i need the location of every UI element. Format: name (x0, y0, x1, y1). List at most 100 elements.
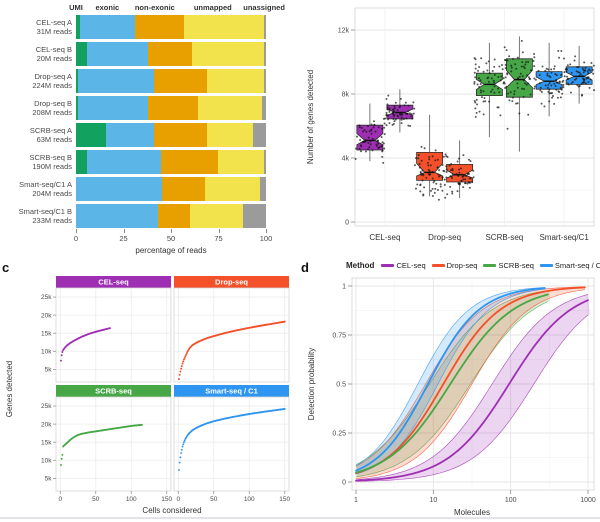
bar-segment-non_exonic (161, 150, 219, 174)
jitter-point (538, 82, 541, 85)
jitter-point (474, 115, 477, 118)
jitter-point (363, 128, 366, 131)
jitter-point (553, 82, 556, 85)
facet-strip (174, 385, 289, 397)
jitter-point (393, 107, 396, 110)
jitter-point (465, 175, 468, 178)
bar-segment-non_exonic (153, 69, 208, 93)
facet-strip (56, 385, 171, 397)
jitter-point (397, 115, 400, 118)
legend-label: Smart-seq / C1 (554, 261, 600, 270)
y-tick-label: 20k (41, 312, 52, 319)
jitter-point (533, 87, 536, 90)
jitter-point (571, 81, 574, 84)
data-point (61, 453, 64, 456)
x-category-label: Smart-seq/C1 (539, 233, 589, 242)
facet-strip-label: Smart-seq / C1 (205, 387, 258, 396)
jitter-point (480, 91, 483, 94)
jitter-point (383, 122, 386, 125)
jitter-point (525, 83, 528, 86)
jitter-point (560, 74, 563, 77)
jitter-point (458, 183, 461, 186)
jitter-point (551, 96, 554, 99)
jitter-point (417, 153, 420, 156)
bar-segment-umi (76, 96, 78, 120)
jitter-point (581, 67, 584, 70)
y-axis-title: Detection probability (307, 348, 316, 420)
jitter-point (580, 82, 583, 85)
sample-label: Smart-seq/C1 B 233M reads (2, 207, 76, 226)
facet-strip-label: Drop-seq (215, 278, 248, 287)
jitter-point (388, 108, 391, 111)
jitter-point (587, 81, 590, 84)
jitter-point (527, 113, 530, 116)
sample-row: CEL-seq A 31M reads (2, 15, 298, 39)
jitter-point (582, 71, 585, 74)
cumulative-points-2 (178, 320, 286, 381)
jitter-point (451, 169, 454, 172)
jitter-point (405, 117, 408, 120)
panel-d-detection-probability: Method CEL-seq Drop-seq SCRB-seq Smart-seq … (300, 258, 600, 522)
jitter-point (586, 70, 589, 73)
jitter-point (492, 79, 495, 82)
jitter-point (529, 93, 532, 96)
bar-segment-non_exonic (148, 96, 198, 120)
jitter-point (436, 188, 439, 191)
jitter-point (381, 150, 384, 153)
jitter-point (487, 60, 490, 63)
jitter-point (468, 177, 471, 180)
jitter-point (360, 145, 363, 148)
jitter-point (563, 71, 566, 74)
jitter-point (434, 159, 437, 162)
jitter-point (358, 147, 361, 150)
x-tick-label: 50 (210, 496, 218, 503)
jitter-point (445, 176, 448, 179)
data-point (140, 423, 143, 426)
jitter-point (548, 100, 551, 103)
x-tick-label: 150 (161, 496, 172, 503)
jitter-point (589, 78, 592, 81)
jitter-point (443, 183, 446, 186)
jitter-point (392, 118, 395, 121)
jitter-point (566, 64, 569, 67)
jitter-point (384, 117, 387, 120)
jitter-point (421, 173, 424, 176)
cumulative-points-1 (60, 327, 111, 362)
jitter-point (407, 104, 410, 107)
jitter-point (546, 86, 549, 89)
panel-a-read-fraction-bars: UMI exonic non-exonic unmapped unassigned CE… (2, 2, 298, 256)
x-tick-mark (76, 229, 77, 233)
jitter-point (428, 156, 431, 159)
ribbon-lower-edge (355, 289, 585, 479)
jitter-point (488, 100, 491, 103)
x-category-label: SCRB-seq (485, 233, 523, 242)
jitter-point (508, 99, 511, 102)
jitter-point (441, 189, 444, 192)
bar-segment-non_exonic (153, 123, 208, 147)
jitter-point (549, 76, 552, 79)
bar-segment-unassigned (243, 204, 266, 228)
y-tick-label: 20k (41, 421, 52, 428)
data-point (283, 407, 286, 410)
jitter-point (388, 110, 391, 113)
sample-read-count: 233M reads (32, 216, 72, 225)
jitter-point (387, 118, 390, 121)
jitter-point (578, 84, 581, 87)
jitter-point (401, 113, 404, 116)
jitter-point (429, 173, 432, 176)
ribbon-lower-edge (355, 301, 548, 478)
jitter-point (407, 110, 410, 113)
jitter-points (503, 39, 536, 130)
panel-c-cumulative-genes-facets: CEL-seq 5k 10k 15k 20k 25k Drop-seq SCRB-seq 5k 1… (0, 258, 300, 522)
jitter-point (566, 75, 569, 78)
bar-segment-exonic (87, 42, 149, 66)
panel-d-letter: d (301, 260, 309, 275)
jitter-point (546, 74, 549, 77)
data-point (180, 448, 183, 451)
x-tick-label: 1 (354, 497, 358, 504)
jitter-point (523, 67, 526, 70)
jitter-point (445, 165, 448, 168)
y-tick-label: 0.75 (332, 332, 346, 339)
jitter-point (539, 86, 542, 89)
boxplot-chart: 0 4k 8k 12k Number of genes detected CEL-seq D… (306, 7, 596, 242)
